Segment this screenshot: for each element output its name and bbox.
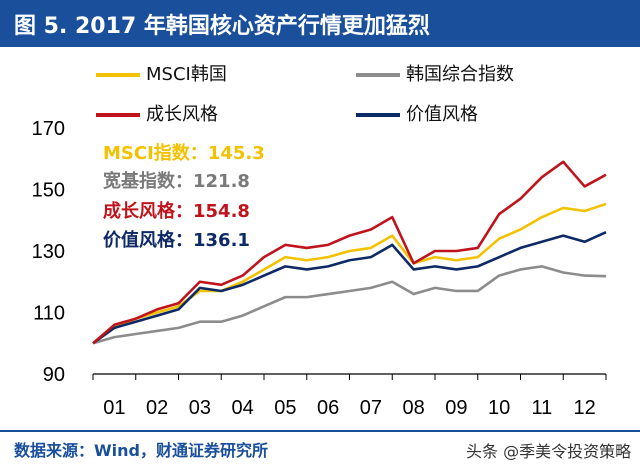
x-tick-label: 05 bbox=[274, 397, 296, 419]
legend-label-msci: MSCI韩国 bbox=[146, 64, 227, 85]
annotation-value-label: 价值风格： bbox=[103, 230, 193, 251]
annotation-growth: 成长风格：154.8 bbox=[103, 197, 250, 223]
annotation-growth-value: 154.8 bbox=[193, 201, 250, 222]
annotation-msci-value: 145.3 bbox=[207, 143, 265, 164]
watermark: 头条 @季美令投资策略 bbox=[466, 442, 632, 461]
source-divider bbox=[0, 430, 640, 432]
legend-item-value: 价值风格 bbox=[356, 100, 478, 126]
x-tick-label: 07 bbox=[360, 397, 382, 419]
x-tick-label: 03 bbox=[189, 397, 211, 419]
annotation-msci-label: MSCI指数： bbox=[103, 143, 208, 164]
series-line-2 bbox=[92, 160, 607, 345]
x-tick-label: 01 bbox=[103, 397, 125, 419]
legend-swatch-msci bbox=[96, 73, 140, 77]
legend-item-kospi: 韩国综合指数 bbox=[356, 60, 514, 86]
annotation-kospi: 宽基指数：121.8 bbox=[103, 167, 250, 193]
legend-label-kospi: 韩国综合指数 bbox=[406, 64, 514, 85]
legend-swatch-value bbox=[356, 113, 400, 117]
chart-axes: 90 110 130 150 170 01 02 03 04 05 06 07 08 09 10 11 12 bbox=[32, 118, 607, 419]
legend-item-growth: 成长风格 bbox=[96, 100, 218, 126]
series-line-0 bbox=[92, 202, 607, 345]
annotation-value-value: 136.1 bbox=[193, 230, 250, 251]
legend-swatch-growth bbox=[96, 113, 140, 117]
legend-item-msci: MSCI韩国 bbox=[96, 60, 227, 86]
y-tick-label: 110 bbox=[33, 303, 65, 325]
annotation-msci: MSCI指数：145.3 bbox=[103, 139, 265, 165]
y-tick-label: 130 bbox=[32, 241, 65, 263]
y-tick-label: 170 bbox=[32, 118, 65, 140]
x-tick-label: 10 bbox=[488, 397, 510, 419]
legend-label-value: 价值风格 bbox=[406, 104, 478, 125]
source-note: 数据来源：Wind，财通证券研究所 bbox=[14, 441, 268, 460]
chart-lines bbox=[92, 160, 607, 345]
title-bar: 图 5. 2017 年韩国核心资产行情更加猛烈 bbox=[0, 0, 640, 47]
annotation-value: 价值风格：136.1 bbox=[103, 226, 250, 252]
x-tick-label: 06 bbox=[317, 397, 339, 419]
annotation-growth-label: 成长风格： bbox=[103, 201, 193, 222]
x-tick-label: 08 bbox=[403, 397, 425, 419]
annotation-kospi-value: 121.8 bbox=[193, 171, 250, 192]
x-tick-label: 11 bbox=[531, 397, 552, 419]
x-tick-label: 02 bbox=[146, 397, 168, 419]
x-tick-label: 12 bbox=[574, 397, 596, 419]
x-tick-label: 04 bbox=[232, 397, 254, 419]
annotation-kospi-label: 宽基指数： bbox=[103, 171, 193, 192]
series-line-1 bbox=[92, 265, 607, 345]
legend-label-growth: 成长风格 bbox=[146, 104, 218, 125]
series-line-3 bbox=[92, 231, 607, 345]
y-tick-label: 90 bbox=[43, 364, 65, 386]
x-tick-label: 09 bbox=[445, 397, 467, 419]
legend-swatch-kospi bbox=[356, 73, 400, 77]
chart-title: 图 5. 2017 年韩国核心资产行情更加猛烈 bbox=[14, 14, 430, 39]
y-tick-label: 150 bbox=[32, 180, 65, 202]
